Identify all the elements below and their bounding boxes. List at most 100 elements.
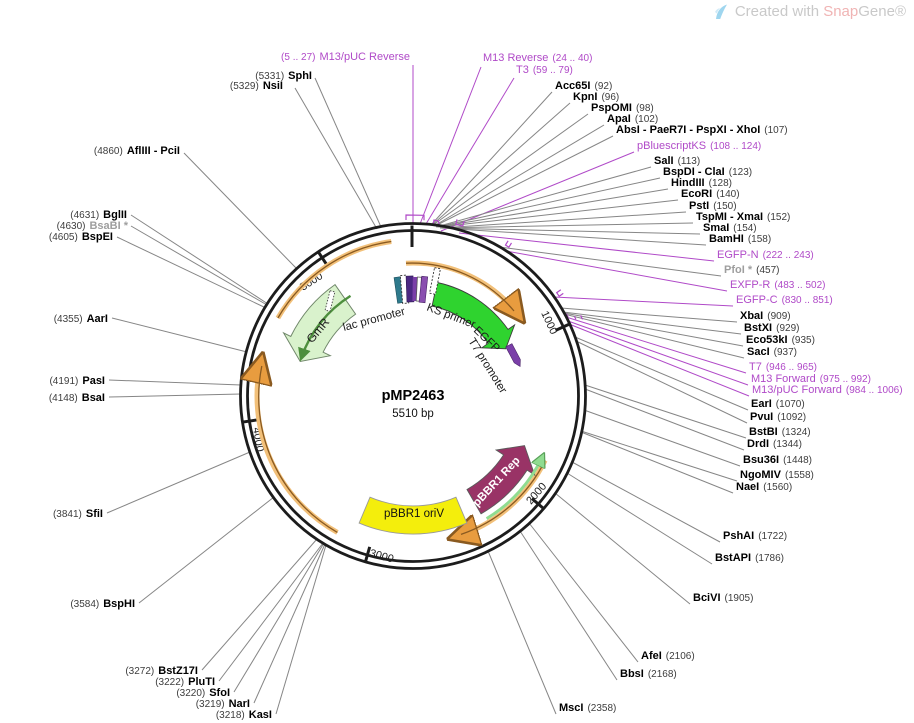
callout-line-exfp-r [505,250,728,292]
site-label-pbluescriptks: pBluescriptKS (108 .. 124) [637,140,761,153]
callout-line-nari [253,543,326,704]
site-label-bsphi: (3584) BspHI [70,598,135,611]
site-label-nari: (3219) NarI [196,698,250,711]
site-name: BglII [103,209,127,221]
site-name: SmaI [703,222,730,234]
site-position: (975 .. 992) [819,374,871,385]
site-label-bbsi: BbsI (2168) [620,668,677,681]
site-name: MscI [559,702,584,714]
callout-line-m13-forward [567,320,749,386]
primer-bracket [455,219,465,227]
callout-line-pbluescriptks [440,151,635,232]
site-position: (946 .. 965) [765,362,817,373]
tick-3000 [363,546,372,563]
site-name: NaeI [736,481,760,493]
site-position: (1324) [781,427,811,438]
callout-line-nsii [294,87,378,230]
site-name: PvuI [750,411,774,423]
callout-line-bamhi [440,227,707,246]
snapgene-logo-icon [714,4,727,19]
site-label-smai: SmaI (154) [703,222,757,235]
site-name: EarI [751,398,772,410]
site-position: (3218) [215,710,245,721]
site-name: EGFP-N [717,249,759,261]
site-position: (92) [594,81,613,92]
site-label-absi-paer7i-pspxi-xhoi: AbsI - PaeR7I - PspXI - XhoI (107) [616,124,788,137]
site-name: SphI [288,70,312,82]
tick-5000 [316,250,329,266]
site-label-bspei: (4605) BspEI [49,231,113,244]
site-label-t3: T3 (59 .. 79) [516,64,573,77]
site-name: AflIII - PciI [126,145,180,157]
callout-line-bbsi [519,530,618,681]
site-label-egfp-c: EGFP-C (830 .. 851) [736,294,833,307]
site-position: (1786) [755,553,784,564]
site-position: (4355) [53,314,83,325]
plasmid-ring-outer [239,222,587,570]
site-name: M13/pUC Reverse [319,51,410,63]
site-position: (3272) [125,666,155,677]
feature-bar-purple [418,275,429,304]
site-position: (1448) [783,455,812,466]
site-position: (935) [791,335,815,346]
callout-line-bspei [116,236,267,309]
site-label-eari: EarI (1070) [751,398,805,411]
callout-line-pfoi [498,246,722,277]
callout-line-bsabi [130,225,268,306]
primer-bracket [432,219,441,227]
site-position: (1558) [784,470,814,481]
site-label-exfp-r: EXFP-R (483 .. 502) [730,279,826,292]
callout-line-bspdi-clai [436,177,661,228]
tick-1000 [554,322,571,332]
callout-line-hindiii [437,188,669,228]
site-label-pasi: (4191) PasI [49,375,105,388]
site-position: (1560) [763,482,793,493]
site-name: SfiI [85,508,103,520]
site-name: T3 [516,64,529,76]
site-position: (5329) [229,81,259,92]
callout-line-msci [487,550,557,715]
primer-bracket [580,315,584,320]
site-name: PspOMI [591,102,632,114]
primer-bracket [405,214,425,221]
site-position: (4148) [48,393,78,404]
callout-line-apai [433,124,605,227]
site-position: (4605) [48,232,78,243]
site-label-bstz17i: (3272) BstZ17I [125,665,198,678]
site-name: ApaI [607,113,631,125]
site-position: (457) [756,265,780,276]
site-name: BsaI [81,392,105,404]
site-name: Acc65I [555,80,591,92]
callout-line-kasi [275,544,327,715]
callout-line-bsphi [138,496,275,604]
site-label-m13-forward: M13 Forward (975 .. 992) [751,373,871,386]
site-label-sali: SalI (113) [654,155,700,168]
site-position: (3219) [195,699,225,710]
site-name: AbsI - PaeR7I - PspXI - XhoI [616,124,761,136]
callout-line-afliii-pcii [183,152,298,270]
callout-line-sfii [106,451,251,514]
site-label-nsii: (5329) NsiI [230,80,283,93]
callout-line-smai [440,227,701,235]
site-name: BciVI [693,592,721,604]
callout-line-kpni [431,102,571,226]
site-label-sphi: (5331) SphI [255,70,312,83]
feature-gmr-direction-arrow [298,294,352,362]
site-position: (152) [767,212,791,223]
site-position: (1905) [724,593,754,604]
site-label-drdi: DrdI (1344) [747,438,802,451]
site-name: T7 [749,361,762,373]
site-name: BamHI [709,233,744,245]
site-position: (830 .. 851) [781,295,833,306]
site-position: (222 .. 243) [762,250,814,261]
callout-line-sali [435,166,652,228]
site-name: KasI [248,709,272,721]
site-position: (113) [677,156,701,167]
callout-line-m13-reverse [419,66,482,225]
primer-bracket-group [405,214,584,320]
site-label-bstbi: BstBI (1324) [749,426,811,439]
callout-line-naei [580,431,734,494]
plasmid-size: 5510 bp [392,408,434,420]
